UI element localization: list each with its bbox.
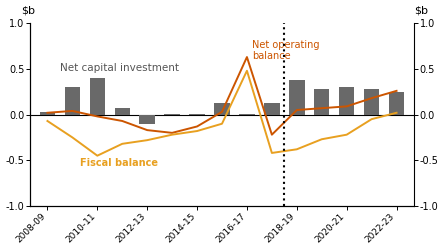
Bar (264, 103, 280, 115)
Bar (339, 87, 354, 115)
Text: Net capital investment: Net capital investment (60, 64, 179, 74)
Bar (90, 78, 105, 114)
Text: $b: $b (414, 6, 428, 16)
Bar (115, 108, 130, 114)
Text: $b: $b (21, 6, 35, 16)
Bar (289, 80, 305, 114)
Text: Fiscal balance: Fiscal balance (80, 158, 158, 168)
Bar (40, 112, 55, 114)
Bar (389, 92, 404, 114)
Text: Net operating
balance: Net operating balance (252, 40, 319, 61)
Bar (65, 87, 80, 115)
Bar (314, 89, 329, 114)
Bar (364, 89, 379, 114)
Bar (214, 103, 230, 115)
Bar (139, 114, 155, 124)
